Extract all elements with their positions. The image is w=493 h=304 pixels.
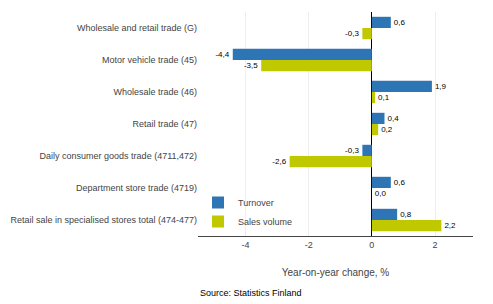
svg-text:Department store trade (4719): Department store trade (4719) [76,183,197,193]
svg-text:-4: -4 [241,240,249,250]
svg-text:0,6: 0,6 [394,178,406,187]
svg-text:Source: Statistics Finland: Source: Statistics Finland [200,288,302,298]
svg-text:-3,5: -3,5 [244,61,258,70]
svg-text:0,0: 0,0 [375,189,387,198]
svg-text:Wholesale and retail trade (G): Wholesale and retail trade (G) [77,23,197,33]
svg-text:Retail trade (47): Retail trade (47) [132,119,197,129]
svg-text:0,2: 0,2 [381,125,393,134]
svg-text:Motor vehicle trade (45): Motor vehicle trade (45) [102,55,197,65]
svg-text:2,2: 2,2 [444,221,456,230]
svg-text:Daily consumer goods trade (47: Daily consumer goods trade (4711,472) [40,151,197,161]
svg-text:0,4: 0,4 [387,114,399,123]
svg-text:Year-on-year change, %: Year-on-year change, % [282,267,390,278]
svg-text:0,6: 0,6 [394,18,406,27]
svg-text:-2: -2 [305,240,313,250]
svg-text:Retail sale in specialised sto: Retail sale in specialised stores total … [10,215,197,225]
svg-text:0,1: 0,1 [378,93,390,102]
svg-text:0,8: 0,8 [400,210,412,219]
svg-text:Wholesale trade (46): Wholesale trade (46) [113,87,197,97]
svg-text:-2,6: -2,6 [272,157,286,166]
svg-text:-0,3: -0,3 [345,29,359,38]
svg-text:1,9: 1,9 [435,82,447,91]
svg-text:Turnover: Turnover [238,198,274,208]
svg-text:0: 0 [369,240,374,250]
svg-text:-0,3: -0,3 [345,146,359,155]
svg-text:2: 2 [433,240,438,250]
svg-text:-4,4: -4,4 [215,50,229,59]
svg-text:Sales volume: Sales volume [238,217,292,227]
